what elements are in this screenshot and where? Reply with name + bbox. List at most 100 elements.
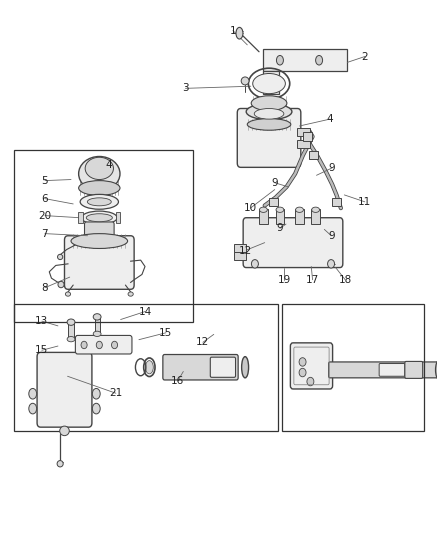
FancyBboxPatch shape	[64, 236, 134, 289]
Ellipse shape	[29, 389, 37, 399]
Ellipse shape	[247, 118, 291, 130]
Ellipse shape	[316, 55, 322, 65]
Text: 14: 14	[138, 306, 152, 317]
Text: 8: 8	[42, 282, 48, 293]
Ellipse shape	[254, 109, 284, 119]
FancyBboxPatch shape	[243, 217, 343, 268]
Text: 12: 12	[196, 337, 209, 348]
Bar	[234, 252, 246, 260]
Text: 16: 16	[171, 376, 184, 386]
Text: 1: 1	[230, 26, 236, 36]
Ellipse shape	[96, 341, 102, 349]
Bar	[309, 151, 318, 159]
Text: 9: 9	[329, 163, 336, 173]
Text: 17: 17	[306, 274, 319, 285]
Ellipse shape	[79, 157, 120, 191]
Ellipse shape	[145, 361, 153, 374]
FancyBboxPatch shape	[75, 335, 132, 354]
Ellipse shape	[435, 361, 438, 379]
Text: 3: 3	[182, 83, 189, 93]
Ellipse shape	[241, 77, 249, 85]
Bar	[234, 244, 246, 252]
Text: 21: 21	[109, 388, 123, 398]
FancyBboxPatch shape	[328, 362, 438, 378]
Text: 4: 4	[327, 114, 333, 124]
FancyBboxPatch shape	[290, 343, 332, 389]
Ellipse shape	[312, 207, 320, 213]
Bar	[262, 49, 347, 71]
Ellipse shape	[236, 27, 243, 39]
Bar	[332, 198, 341, 206]
Text: 19: 19	[278, 274, 291, 285]
Ellipse shape	[92, 389, 100, 399]
Ellipse shape	[112, 341, 117, 349]
Ellipse shape	[67, 319, 75, 325]
Text: 13: 13	[35, 316, 49, 326]
Ellipse shape	[92, 403, 100, 414]
Bar	[311, 209, 320, 224]
Ellipse shape	[276, 207, 284, 213]
Ellipse shape	[58, 281, 64, 288]
Bar	[262, 71, 279, 94]
Bar	[14, 150, 193, 322]
Text: 7: 7	[42, 229, 48, 239]
Ellipse shape	[67, 336, 75, 342]
Bar	[78, 213, 83, 223]
Bar	[297, 140, 310, 148]
Ellipse shape	[296, 207, 304, 213]
Ellipse shape	[251, 260, 258, 268]
Bar	[259, 209, 268, 224]
Ellipse shape	[299, 368, 306, 377]
Ellipse shape	[276, 55, 283, 65]
Ellipse shape	[128, 292, 133, 296]
Text: 15: 15	[35, 345, 49, 356]
Text: 9: 9	[277, 223, 283, 233]
Ellipse shape	[79, 181, 120, 196]
Text: 12: 12	[238, 246, 252, 256]
Ellipse shape	[259, 207, 267, 213]
Text: 10: 10	[244, 203, 257, 213]
Bar	[68, 322, 74, 338]
Text: 2: 2	[361, 52, 368, 61]
Text: 4: 4	[106, 160, 112, 169]
Ellipse shape	[93, 331, 101, 336]
FancyBboxPatch shape	[210, 357, 236, 377]
Ellipse shape	[299, 358, 306, 366]
Ellipse shape	[251, 96, 287, 111]
Text: 9: 9	[272, 177, 278, 188]
Ellipse shape	[29, 403, 37, 414]
Ellipse shape	[246, 104, 292, 119]
Ellipse shape	[307, 377, 314, 386]
Ellipse shape	[81, 341, 87, 349]
Ellipse shape	[93, 314, 101, 320]
Ellipse shape	[65, 292, 71, 296]
Ellipse shape	[86, 214, 113, 222]
Ellipse shape	[242, 357, 249, 378]
Ellipse shape	[60, 426, 69, 435]
Text: 9: 9	[328, 231, 335, 241]
Text: 18: 18	[339, 274, 352, 285]
Bar	[303, 132, 312, 141]
Ellipse shape	[57, 461, 63, 467]
Ellipse shape	[87, 198, 111, 206]
FancyBboxPatch shape	[163, 354, 238, 380]
Bar	[282, 304, 424, 431]
Text: 20: 20	[39, 211, 52, 221]
Bar	[297, 127, 310, 135]
Bar	[295, 209, 304, 224]
Ellipse shape	[80, 195, 118, 209]
Ellipse shape	[253, 74, 286, 94]
Text: 5: 5	[42, 175, 48, 185]
Text: 15: 15	[159, 328, 173, 338]
Bar	[276, 209, 284, 224]
FancyBboxPatch shape	[37, 352, 92, 427]
Ellipse shape	[71, 233, 127, 248]
Text: 6: 6	[42, 193, 48, 204]
FancyBboxPatch shape	[379, 364, 405, 376]
Bar	[116, 213, 120, 223]
Bar	[14, 304, 278, 431]
Ellipse shape	[81, 211, 117, 224]
FancyBboxPatch shape	[85, 222, 114, 238]
FancyBboxPatch shape	[237, 109, 301, 167]
Ellipse shape	[328, 260, 335, 268]
